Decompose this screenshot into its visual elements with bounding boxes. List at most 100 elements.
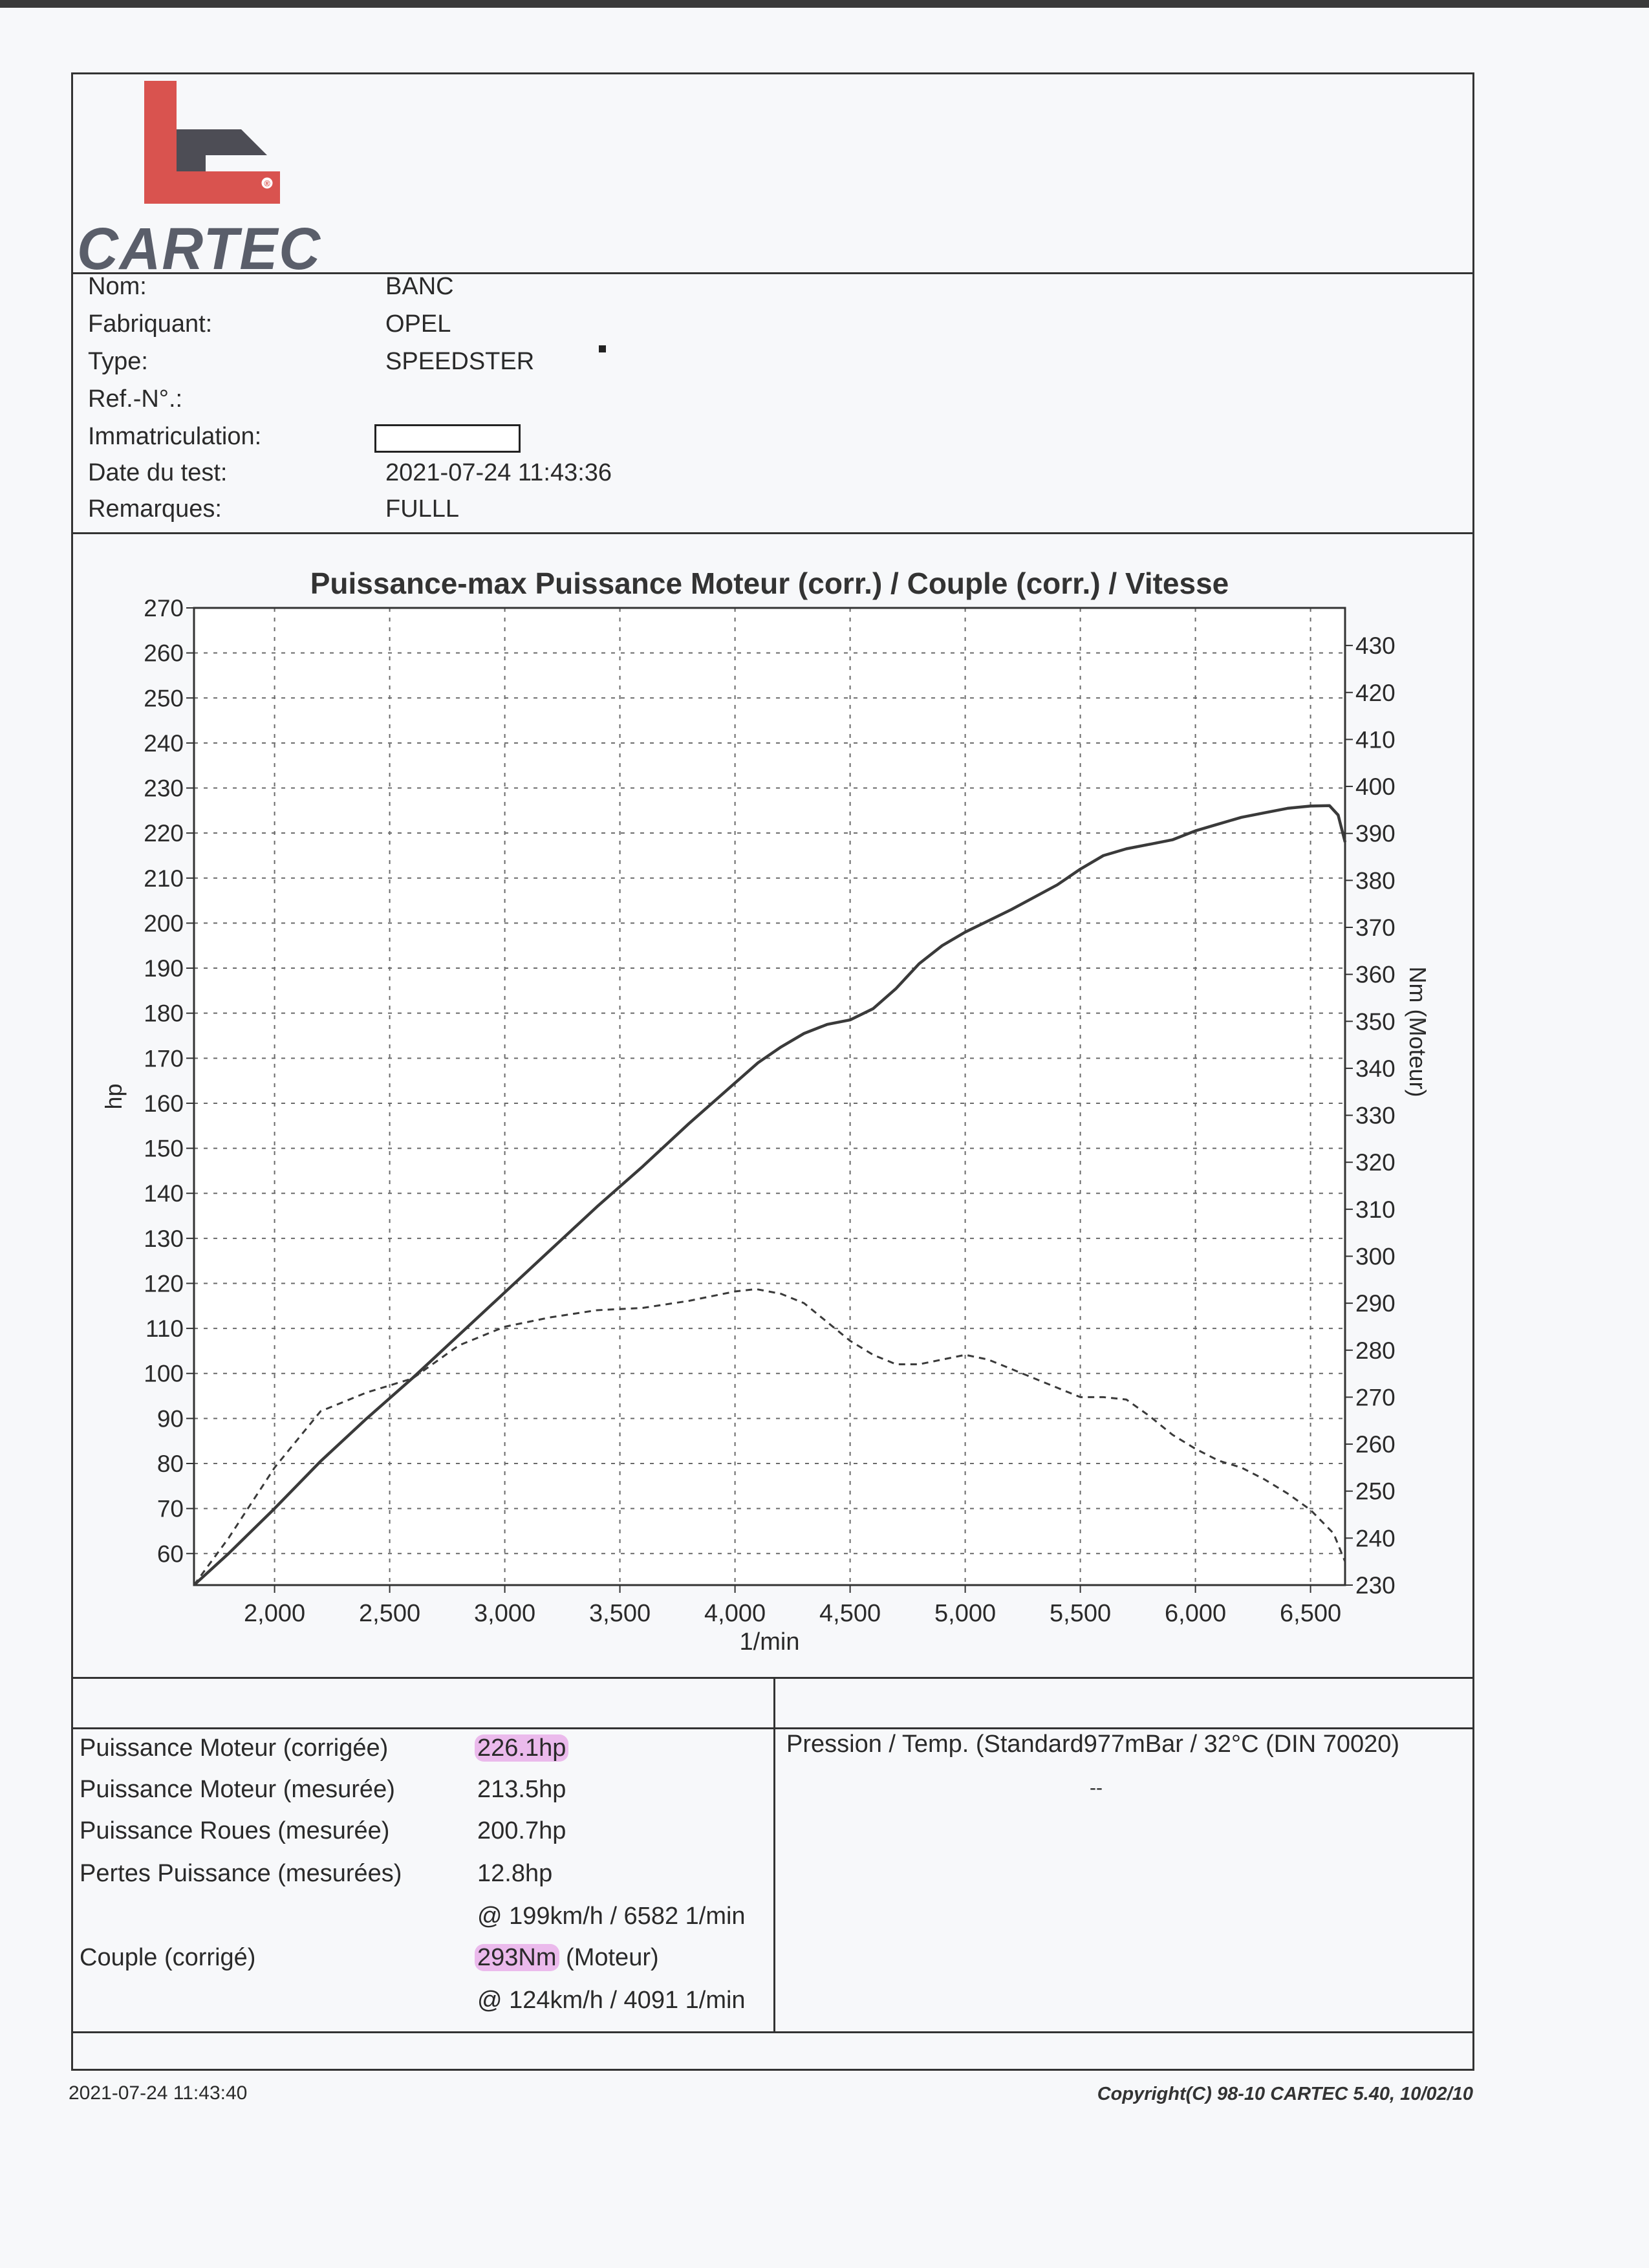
y-right-tick-label: 420 <box>1355 680 1396 706</box>
y-right-tick-label: 270 <box>1355 1384 1396 1410</box>
y-tick-label: 60 <box>157 1540 184 1567</box>
logo-red-shape <box>144 81 280 204</box>
x-tick-label: 2,000 <box>244 1600 305 1627</box>
y-tick-label: 170 <box>144 1045 184 1072</box>
y-tick-label: 210 <box>144 865 184 892</box>
y-tick-label: 100 <box>144 1361 184 1387</box>
y-right-tick-label: 310 <box>1355 1196 1396 1223</box>
y-axis-label: hp <box>100 1083 127 1109</box>
y-tick-label: 230 <box>144 775 184 802</box>
y-tick-label: 80 <box>157 1451 184 1477</box>
x-tick-label: 2,500 <box>359 1600 420 1627</box>
value-remarques: FULLL <box>385 495 460 523</box>
x-tick-label: 4,000 <box>704 1600 766 1627</box>
label-ref: Ref.-N°.: <box>88 385 183 413</box>
result-label: Puissance Roues (mesurée) <box>80 1817 390 1844</box>
y-right-tick-label: 430 <box>1355 632 1396 659</box>
y-right-tick-label: 230 <box>1355 1572 1396 1599</box>
y-right-axis-label: Nm (Moteur) <box>1405 966 1431 1097</box>
x-axis-label: 1/min <box>740 1628 800 1656</box>
plot-frame <box>193 607 1346 1586</box>
value-date-test: 2021-07-24 11:43:36 <box>385 459 612 486</box>
y-right-tick-label: 350 <box>1355 1008 1396 1035</box>
x-tick-label: 3,500 <box>589 1600 651 1627</box>
x-tick-label: 5,500 <box>1050 1600 1111 1627</box>
result-label: Couple (corrigé) <box>80 1944 256 1971</box>
printed-timestamp: 2021-07-24 11:43:40 <box>69 2082 248 2104</box>
label-remarques: Remarques: <box>88 495 222 523</box>
y-tick-label: 190 <box>144 955 184 982</box>
chart-title: Puissance-max Puissance Moteur (corr.) /… <box>310 567 1229 600</box>
conditions-text: Pression / Temp. (Standard977mBar / 32°C… <box>786 1731 1400 1758</box>
y-tick-label: 160 <box>144 1090 184 1117</box>
power-series-line <box>193 804 1347 1586</box>
value-type: SPEEDSTER <box>385 348 535 375</box>
label-type: Type: <box>88 348 148 375</box>
y-right-tick-label: 300 <box>1355 1243 1396 1269</box>
y-tick-label: 260 <box>144 640 184 667</box>
y-right-tick-label: 400 <box>1355 773 1396 800</box>
y-tick-label: 240 <box>144 730 184 757</box>
y-right-tick-label: 320 <box>1355 1149 1396 1176</box>
conditions-sub: -- <box>1090 1777 1103 1798</box>
y-right-tick-label: 370 <box>1355 914 1396 941</box>
result-value: 213.5hp <box>477 1776 566 1803</box>
y-right-tick-label: 410 <box>1355 726 1396 753</box>
result-value: 293Nm (Moteur) <box>475 1944 659 1971</box>
logo-dark-shape <box>177 129 267 171</box>
y-right-tick-label: 330 <box>1355 1103 1396 1129</box>
cartec-logo-icon: ® <box>144 81 280 204</box>
registered-mark-icon <box>259 175 275 191</box>
x-tick-label: 6,500 <box>1280 1600 1341 1627</box>
y-right-tick-label: 250 <box>1355 1478 1396 1505</box>
highlighted-value: 226.1hp <box>475 1734 569 1762</box>
dyno-chart: 2,000 2,500 3,000 3,500 4,000 4,500 5,000 5,500… <box>100 567 1431 1656</box>
result-rpm-at-torque: @ 124km/h / 4091 1/min <box>477 1987 746 2014</box>
x-tick-label: 5,000 <box>934 1600 996 1627</box>
y-tick-label: 250 <box>144 685 184 711</box>
y-tick-label: 220 <box>144 820 184 847</box>
redacted-plate-box <box>374 424 521 453</box>
results-column-divider <box>773 1677 775 2031</box>
header-logo: ® CARTEC <box>73 74 1472 282</box>
result-label: Puissance Moteur (mesurée) <box>80 1776 395 1803</box>
y-tick-label: 130 <box>144 1226 184 1252</box>
y-tick-label: 120 <box>144 1270 184 1297</box>
y-tick-label: 150 <box>144 1136 184 1162</box>
y-tick-label: 270 <box>144 595 184 621</box>
result-label: Puissance Moteur (corrigée) <box>80 1734 389 1762</box>
y-right-tick-label: 340 <box>1355 1055 1396 1082</box>
divider <box>73 1677 1472 1679</box>
result-value: 226.1hp <box>475 1734 569 1762</box>
y-tick-label: 90 <box>157 1405 184 1432</box>
label-fabriquant: Fabriquant: <box>88 310 213 338</box>
y-tick-label: 110 <box>146 1315 184 1342</box>
y-right-tick-label: 380 <box>1355 867 1396 894</box>
copyright: Copyright(C) 98-10 CARTEC 5.40, 10/02/10 <box>1097 2084 1473 2104</box>
x-tick-label: 4,500 <box>819 1600 881 1627</box>
divider <box>73 532 1472 534</box>
result-label: Pertes Puissance (mesurées) <box>80 1860 402 1887</box>
plot-area <box>194 608 1345 1585</box>
registered-mark: ® <box>264 178 270 188</box>
y-right-tick-label: 260 <box>1355 1431 1396 1458</box>
report-sheet: ® CARTEC Nom: BANC Fabriquant: OPEL Type… <box>71 72 1474 2071</box>
divider <box>73 272 1472 274</box>
label-immatriculation: Immatriculation: <box>88 423 262 450</box>
label-date-test: Date du test: <box>88 459 228 486</box>
divider <box>73 1727 1472 1729</box>
value-fabriquant: OPEL <box>385 310 451 338</box>
y-right-tick-label: 390 <box>1355 821 1396 847</box>
value-nom: BANC <box>385 273 454 300</box>
y-tick-label: 180 <box>144 1000 184 1027</box>
y-tick-label: 70 <box>157 1496 184 1522</box>
scan-dot <box>599 345 606 352</box>
scan-top-edge <box>0 0 1649 8</box>
divider <box>73 2031 1472 2033</box>
y-right-tick-label: 280 <box>1355 1337 1396 1364</box>
y-right-tick-label: 360 <box>1355 962 1396 988</box>
highlighted-value: 293Nm <box>475 1944 559 1971</box>
y-right-tick-label: 240 <box>1355 1525 1396 1551</box>
y-tick-label: 140 <box>144 1180 184 1207</box>
x-tick-label: 6,000 <box>1165 1600 1226 1627</box>
